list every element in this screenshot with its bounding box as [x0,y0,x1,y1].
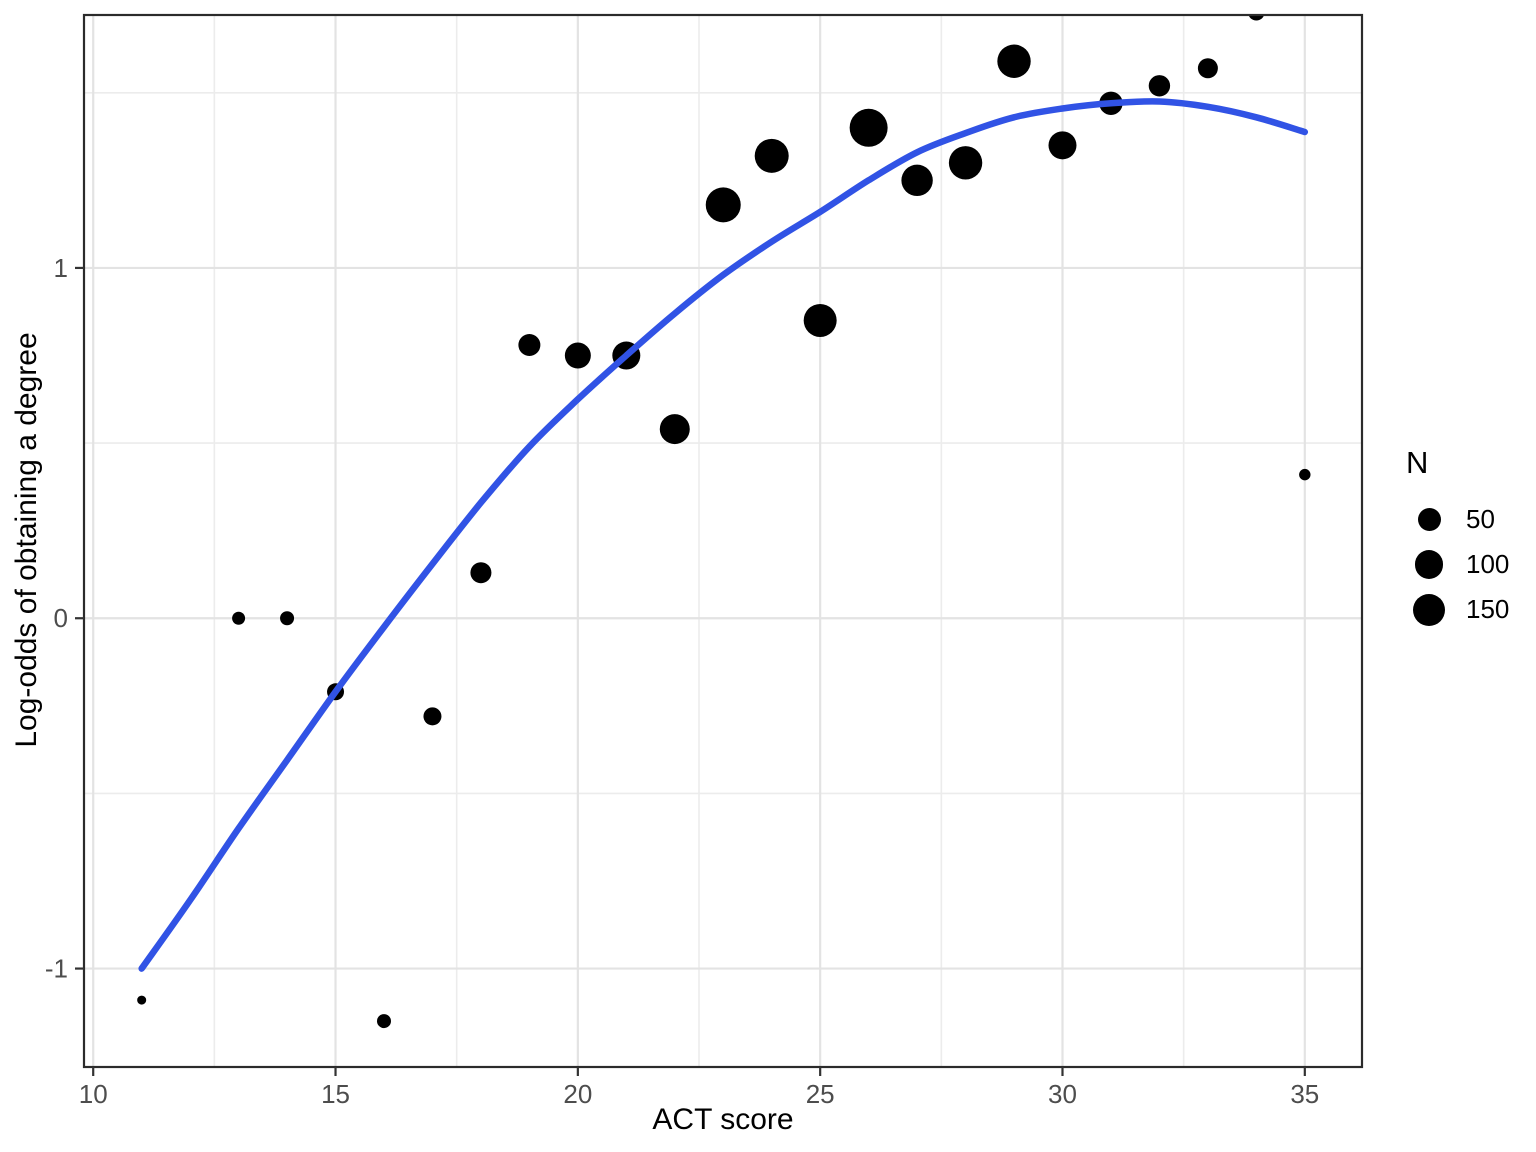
data-point-act-29 [997,44,1031,78]
legend-size-swatch [1402,593,1456,626]
data-point-act-35 [1299,468,1311,481]
legend-item-150: 150 [1402,587,1509,632]
data-point-act-14 [280,611,295,626]
x-tick-label: 35 [1290,1079,1319,1109]
x-tick-label: 15 [321,1079,350,1109]
data-point-act-16 [376,1014,391,1029]
x-tick-label: 25 [806,1079,835,1109]
legend-title: N [1406,445,1429,480]
panel-border [82,13,1364,1069]
x-axis-title: ACT score [652,1103,794,1136]
smooth-fit-curve [138,98,1309,972]
legend-item-50: 50 [1402,497,1509,542]
legend-item-label: 100 [1466,549,1510,579]
data-point-act-25 [803,303,837,337]
data-marks [137,15,1311,1029]
data-point-act-34 [1248,15,1265,21]
y-tick-label: 0 [54,603,68,633]
legend-item-label: 50 [1466,504,1495,534]
legend-dot-icon [1417,508,1441,531]
legend: N 50 100 150 [1402,445,1509,632]
panel-background [84,15,1362,1067]
data-point-act-26 [849,108,888,147]
data-point-act-24 [754,138,789,173]
legend-entries: 50 100 150 [1402,497,1509,632]
y-tick-label: 1 [54,253,68,283]
data-point-act-32 [1148,75,1171,97]
y-axis-title: Log-odds of obtaining a degree [10,332,43,748]
data-point-act-23 [705,187,741,223]
data-point-act-18 [470,562,492,584]
data-point-act-13 [232,611,246,625]
data-point-act-33 [1197,58,1218,79]
data-point-act-28 [948,146,983,180]
legend-size-swatch [1402,508,1456,531]
legend-item-label: 150 [1466,594,1510,624]
data-point-act-27 [901,164,933,197]
legend-item-100: 100 [1402,542,1509,587]
data-point-act-19 [518,333,541,356]
x-tick-label: 30 [1048,1079,1077,1109]
legend-dot-icon [1413,593,1445,626]
x-tick-label: 20 [563,1079,592,1109]
data-point-act-22 [659,414,690,445]
legend-dot-icon [1414,550,1444,579]
data-point-act-11 [137,995,147,1005]
data-point-act-17 [423,707,442,726]
x-tick-label: 10 [79,1079,108,1109]
data-point-act-30 [1048,131,1077,160]
legend-size-swatch [1402,550,1456,579]
y-tick-label: -1 [45,954,68,984]
data-point-act-20 [564,342,591,369]
